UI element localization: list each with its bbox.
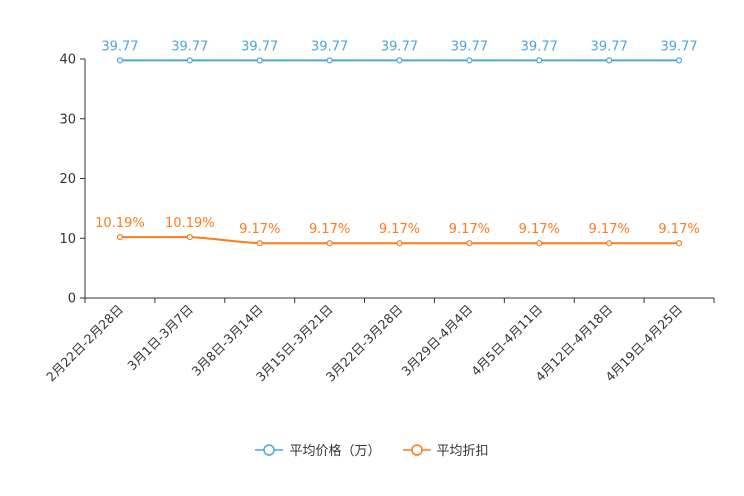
data-point <box>396 57 403 64</box>
data-label: 39.77 <box>451 39 488 54</box>
data-point <box>675 240 683 247</box>
y-tick-label: 0 <box>68 292 76 307</box>
data-point <box>186 234 193 241</box>
data-point <box>675 57 683 64</box>
series-1: 10.19% 10.19% 9.17% 9.17% 9.17% 9.17% 9.17% 9.1… <box>95 216 700 247</box>
data-label: 9.17% <box>658 222 699 237</box>
x-tick-label: 2月22日-2月28日 <box>43 302 126 385</box>
data-point <box>606 57 613 64</box>
data-label: 39.77 <box>311 39 348 54</box>
x-tick-label: 3月1日-3月7日 <box>124 302 196 374</box>
data-label: 10.19% <box>165 216 215 231</box>
data-label: 39.77 <box>660 39 697 54</box>
x-tick-label: 3月22日-3月28日 <box>323 302 406 385</box>
y-tick-label: 40 <box>59 53 76 68</box>
x-tick-label: 3月29日-4月4日 <box>398 302 475 379</box>
data-point <box>116 234 124 241</box>
data-point <box>186 57 193 64</box>
legend-item-avg-discount[interactable]: 平均折扣 <box>402 440 489 459</box>
data-label: 39.77 <box>171 39 208 54</box>
data-label: 9.17% <box>519 222 560 237</box>
chart-series: 39.77 39.77 39.77 39.77 39.77 39.77 39.77 39.77… <box>95 39 700 247</box>
legend-avg-price-label: 平均价格（万） <box>289 444 381 459</box>
data-label: 9.17% <box>239 222 280 237</box>
data-point <box>326 57 333 64</box>
data-point <box>396 240 403 247</box>
data-point <box>536 57 543 64</box>
series-0: 39.77 39.77 39.77 39.77 39.77 39.77 39.77 39.77… <box>101 39 698 64</box>
x-tick-label: 4月19日-4月25日 <box>602 302 685 385</box>
y-tick-label: 30 <box>59 112 76 127</box>
legend-avg-discount-label: 平均折扣 <box>436 444 489 459</box>
data-label: 10.19% <box>95 216 145 231</box>
data-point <box>256 57 263 64</box>
chart-legend: 平均价格（万） 平均折扣 <box>0 440 744 459</box>
data-label: 39.77 <box>521 39 558 54</box>
data-label: 39.77 <box>591 39 628 54</box>
data-point <box>466 240 473 247</box>
x-tick-label: 3月8日-3月14日 <box>189 302 266 379</box>
data-point <box>606 240 613 247</box>
legend-item-avg-price[interactable]: 平均价格（万） <box>255 440 381 459</box>
y-tick-label: 20 <box>59 172 76 187</box>
x-tick-label: 4月5日-4月11日 <box>468 302 545 379</box>
data-label: 39.77 <box>101 39 138 54</box>
data-label: 9.17% <box>379 222 420 237</box>
data-label: 39.77 <box>381 39 418 54</box>
data-point <box>116 57 124 64</box>
data-point <box>536 240 543 247</box>
data-label: 9.17% <box>309 222 350 237</box>
data-label: 9.17% <box>589 222 630 237</box>
data-label: 9.17% <box>449 222 490 237</box>
y-tick-label: 10 <box>59 232 76 247</box>
data-label: 39.77 <box>241 39 278 54</box>
data-point <box>466 57 473 64</box>
data-point <box>256 240 263 247</box>
legend-avg-discount-symbol <box>402 443 431 456</box>
legend-avg-price-symbol <box>255 443 284 456</box>
data-point <box>326 240 333 247</box>
